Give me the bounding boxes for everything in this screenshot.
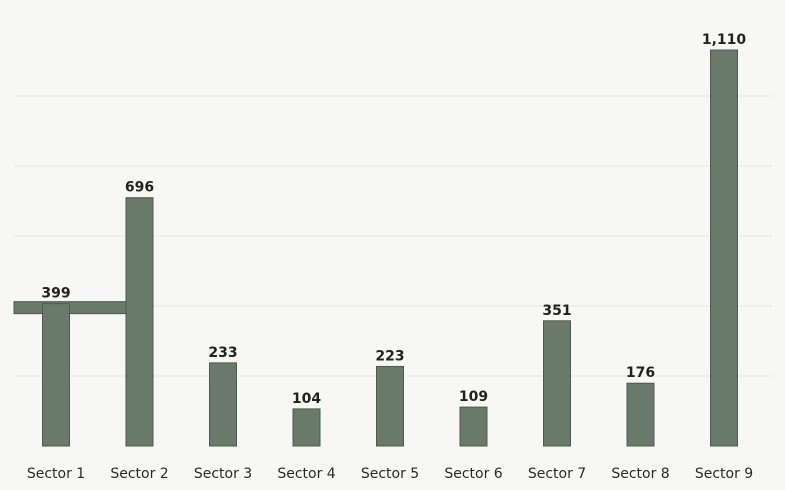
- bar-sector-7: [543, 320, 571, 447]
- category-label: Sector 1: [27, 466, 85, 482]
- bar-sector-9: [710, 49, 738, 447]
- bars: [13, 49, 738, 447]
- data-label: 399: [41, 286, 70, 302]
- data-label: 104: [292, 391, 321, 407]
- category-label: Sector 9: [695, 466, 753, 482]
- category-label: Sector 7: [528, 466, 586, 482]
- data-label: 1,110: [702, 32, 747, 48]
- bar-sector-4: [292, 408, 321, 447]
- bar-sector-8: [626, 382, 655, 447]
- category-label: Sector 8: [611, 466, 669, 482]
- data-label: 109: [459, 389, 488, 405]
- data-label: 223: [375, 348, 404, 364]
- category-label: Sector 3: [194, 466, 252, 482]
- data-label: 696: [125, 180, 154, 196]
- category-label: Sector 5: [361, 466, 419, 482]
- category-label: Sector 6: [444, 466, 502, 482]
- data-label: 176: [626, 365, 655, 381]
- category-label: Sector 2: [110, 466, 168, 482]
- data-label: 233: [208, 345, 237, 361]
- category-label: Sector 4: [277, 466, 335, 482]
- bar-sector-5: [376, 365, 404, 447]
- data-labels: 399 696 233 104 223 109 351 176 1,110: [41, 32, 746, 407]
- bar-sector-2: [125, 197, 154, 447]
- bar-sector-1: [42, 303, 70, 447]
- connector-band: [13, 301, 140, 315]
- bar-sector-3: [209, 362, 237, 447]
- bar-sector-6: [459, 406, 488, 447]
- category-labels: Sector 1 Sector 2 Sector 3 Sector 4 Sector 5…: [27, 466, 753, 482]
- data-label: 351: [542, 303, 571, 319]
